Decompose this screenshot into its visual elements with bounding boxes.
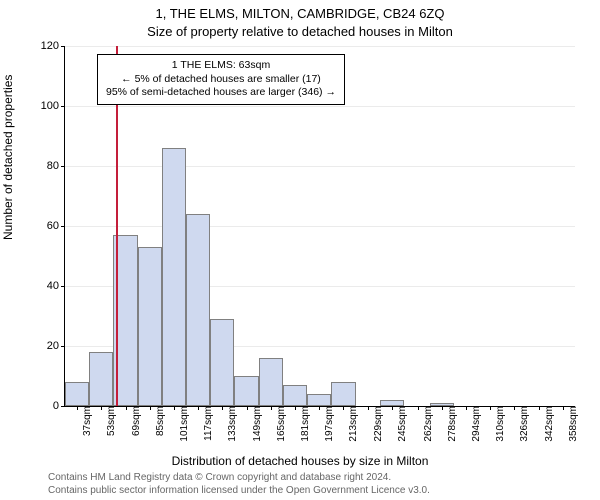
xtick-mark	[343, 406, 344, 410]
xtick-mark	[150, 406, 151, 410]
footer-line1: Contains HM Land Registry data © Crown c…	[48, 472, 592, 485]
xtick-label: 101sqm	[177, 406, 190, 442]
footer-line2: Contains public sector information licen…	[48, 485, 592, 498]
histogram-bar	[234, 376, 258, 406]
ytick-label: 100	[41, 100, 65, 112]
xtick-mark	[198, 406, 199, 410]
xtick-label: 85sqm	[153, 406, 166, 436]
xtick-mark	[392, 406, 393, 410]
xtick-mark	[368, 406, 369, 410]
xtick-label: 229sqm	[371, 406, 384, 442]
xtick-label: 262sqm	[421, 406, 434, 442]
ytick-label: 20	[47, 340, 65, 352]
xtick-label: 181sqm	[298, 406, 311, 442]
ytick-label: 80	[47, 160, 65, 172]
histogram-bar	[259, 358, 283, 406]
xtick-label: 294sqm	[469, 406, 482, 442]
histogram-bar	[186, 214, 210, 406]
gridline	[65, 166, 575, 167]
xtick-mark	[295, 406, 296, 410]
xtick-mark	[539, 406, 540, 410]
xtick-mark	[77, 406, 78, 410]
xtick-label: 326sqm	[517, 406, 530, 442]
xtick-mark	[101, 406, 102, 410]
xtick-label: 213sqm	[346, 406, 359, 442]
xtick-label: 165sqm	[274, 406, 287, 442]
xtick-label: 245sqm	[395, 406, 408, 442]
xtick-mark	[222, 406, 223, 410]
xtick-label: 197sqm	[322, 406, 335, 442]
histogram-bar	[283, 385, 307, 406]
ytick-label: 0	[53, 400, 65, 412]
xtick-mark	[126, 406, 127, 410]
histogram-bar	[162, 148, 186, 406]
xtick-mark	[174, 406, 175, 410]
xtick-label: 310sqm	[493, 406, 506, 442]
gridline	[65, 226, 575, 227]
title-main: 1, THE ELMS, MILTON, CAMBRIDGE, CB24 6ZQ	[0, 6, 600, 21]
xtick-mark	[514, 406, 515, 410]
ytick-label: 40	[47, 280, 65, 292]
x-axis-label: Distribution of detached houses by size …	[0, 454, 600, 468]
xtick-mark	[490, 406, 491, 410]
xtick-mark	[442, 406, 443, 410]
xtick-label: 278sqm	[445, 406, 458, 442]
y-axis-label: Number of detached properties	[1, 75, 15, 240]
histogram-bar	[331, 382, 355, 406]
annotation-line2: ← 5% of detached houses are smaller (17)	[106, 73, 336, 87]
footer: Contains HM Land Registry data © Crown c…	[0, 472, 600, 497]
annotation-line3: 95% of semi-detached houses are larger (…	[106, 86, 336, 100]
annotation-box: 1 THE ELMS: 63sqm ← 5% of detached house…	[97, 54, 345, 105]
xtick-label: 133sqm	[225, 406, 238, 442]
xtick-mark	[466, 406, 467, 410]
xtick-mark	[271, 406, 272, 410]
xtick-mark	[563, 406, 564, 410]
plot-area: 02040608010012037sqm53sqm69sqm85sqm101sq…	[64, 46, 575, 407]
annotation-line1: 1 THE ELMS: 63sqm	[106, 59, 336, 73]
ytick-label: 60	[47, 220, 65, 232]
xtick-label: 342sqm	[542, 406, 555, 442]
title-sub: Size of property relative to detached ho…	[0, 24, 600, 39]
histogram-bar	[65, 382, 89, 406]
histogram-bar	[89, 352, 113, 406]
histogram-bar	[138, 247, 162, 406]
histogram-bar	[210, 319, 234, 406]
xtick-label: 358sqm	[566, 406, 579, 442]
xtick-label: 117sqm	[201, 406, 214, 441]
histogram-bar	[307, 394, 331, 406]
xtick-mark	[418, 406, 419, 410]
chart-container: 1, THE ELMS, MILTON, CAMBRIDGE, CB24 6ZQ…	[0, 0, 600, 500]
xtick-label: 37sqm	[80, 406, 93, 436]
xtick-label: 53sqm	[104, 406, 117, 436]
gridline	[65, 106, 575, 107]
ytick-label: 120	[41, 40, 65, 52]
xtick-mark	[319, 406, 320, 410]
xtick-label: 69sqm	[129, 406, 142, 436]
xtick-label: 149sqm	[250, 406, 263, 442]
xtick-mark	[247, 406, 248, 410]
gridline	[65, 46, 575, 47]
